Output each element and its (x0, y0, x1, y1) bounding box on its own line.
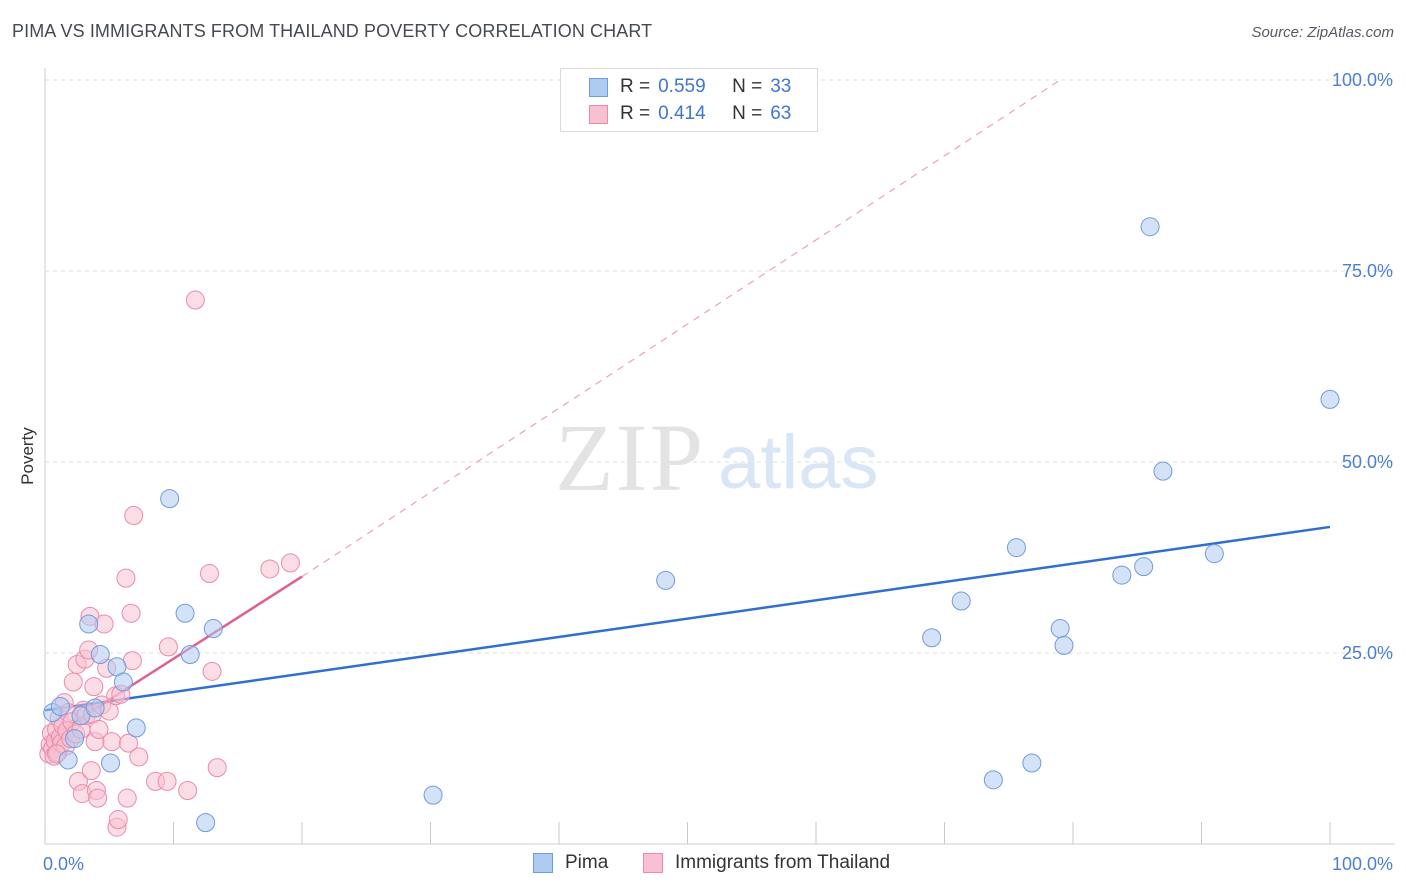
legend-row-thailand: R = 0.414 N = 63 (561, 101, 791, 127)
point-thailand (260, 559, 280, 579)
point-pima (1054, 635, 1074, 655)
legend-r-value-pima: 0.559 (658, 76, 706, 97)
point-pima (79, 614, 99, 634)
point-thailand (158, 637, 178, 657)
point-pima (113, 672, 133, 692)
series-legend-pima[interactable]: Pima (533, 852, 608, 874)
point-pima (1006, 538, 1026, 558)
legend-n-label: N = (732, 76, 763, 97)
point-thailand (63, 672, 83, 692)
point-pima (203, 619, 223, 639)
y-tick-label: 25.0% (1342, 643, 1393, 663)
point-pima (101, 753, 121, 773)
point-pima (180, 645, 200, 665)
point-pima (1112, 565, 1132, 585)
point-thailand (108, 810, 128, 830)
legend-n-value-thailand: 63 (770, 103, 792, 124)
point-pima (983, 770, 1003, 790)
legend-n-label: N = (732, 103, 763, 124)
point-thailand (202, 661, 222, 681)
point-thailand (129, 747, 149, 767)
watermark: ZIP atlas (555, 404, 879, 511)
point-thailand (280, 553, 300, 573)
trendline-pima (44, 525, 1331, 712)
legend-row-pima: R = 0.559 N = 33 (561, 74, 791, 100)
point-pima (951, 591, 971, 611)
legend-swatch-pima (589, 77, 608, 97)
point-thailand (116, 568, 136, 588)
trendline-thailand-extension (301, 79, 1061, 578)
point-pima (1204, 544, 1224, 564)
tick-labels: 25.0% 50.0% 75.0% 100.0% 0.0% 100.0% (43, 70, 1393, 874)
point-thailand (157, 771, 177, 791)
point-thailand (178, 781, 198, 801)
axes (44, 68, 1395, 845)
point-pima (90, 645, 110, 665)
y-tick-label: 100.0% (1332, 70, 1393, 90)
series-legend: Pima Immigrants from Thailand (0, 852, 1406, 878)
watermark-atlas: atlas (718, 420, 879, 505)
stats-legend: R = 0.559 N = 33 R = 0.414 N = 63 (560, 68, 818, 132)
point-thailand (207, 758, 227, 778)
point-thailand (185, 290, 205, 310)
legend-n-value-pima: 33 (770, 76, 792, 97)
y-tick-label: 50.0% (1342, 452, 1393, 472)
legend-swatch-thailand (589, 104, 608, 124)
point-pima (196, 813, 216, 833)
point-thailand (121, 603, 141, 623)
point-pima (126, 718, 146, 738)
point-thailand (89, 719, 109, 739)
watermark-zip: ZIP (555, 404, 705, 511)
point-pima (58, 750, 78, 770)
y-tick-label: 75.0% (1342, 261, 1393, 281)
point-thailand (84, 677, 104, 697)
point-pima (1022, 753, 1042, 773)
series-swatch-thailand (643, 853, 663, 873)
point-pima (922, 628, 942, 648)
point-thailand (199, 564, 219, 584)
point-thailand (88, 788, 108, 808)
point-thailand (81, 761, 101, 781)
point-pima (85, 698, 105, 718)
x-tick-label: 100.0% (1332, 854, 1393, 874)
point-thailand (124, 505, 144, 525)
point-pima (423, 785, 443, 805)
point-pima (160, 489, 180, 509)
point-pima (50, 696, 70, 716)
point-pima (175, 603, 195, 623)
series-swatch-pima (533, 853, 553, 873)
point-pima (1153, 461, 1173, 481)
point-pima (1050, 619, 1070, 639)
point-pima (1140, 217, 1160, 237)
legend-r-label: R = (620, 76, 651, 97)
point-thailand (117, 788, 137, 808)
chart-source: Source: ZipAtlas.com (1251, 24, 1394, 41)
point-pima (656, 570, 676, 590)
series-label-thailand: Immigrants from Thailand (675, 852, 891, 873)
legend-r-value-thailand: 0.414 (658, 103, 706, 124)
data-points (39, 217, 1340, 837)
series-legend-thailand[interactable]: Immigrants from Thailand (643, 852, 890, 874)
x-tick-label: 0.0% (43, 854, 84, 874)
gridlines (45, 79, 1395, 654)
point-pima (1320, 389, 1340, 409)
chart-title: PIMA VS IMMIGRANTS FROM THAILAND POVERTY… (12, 21, 653, 41)
point-pima (1134, 557, 1154, 577)
point-thailand (102, 732, 122, 752)
legend-r-label: R = (620, 103, 651, 124)
series-label-pima: Pima (565, 852, 609, 873)
point-thailand (119, 733, 139, 753)
point-pima (65, 729, 85, 749)
